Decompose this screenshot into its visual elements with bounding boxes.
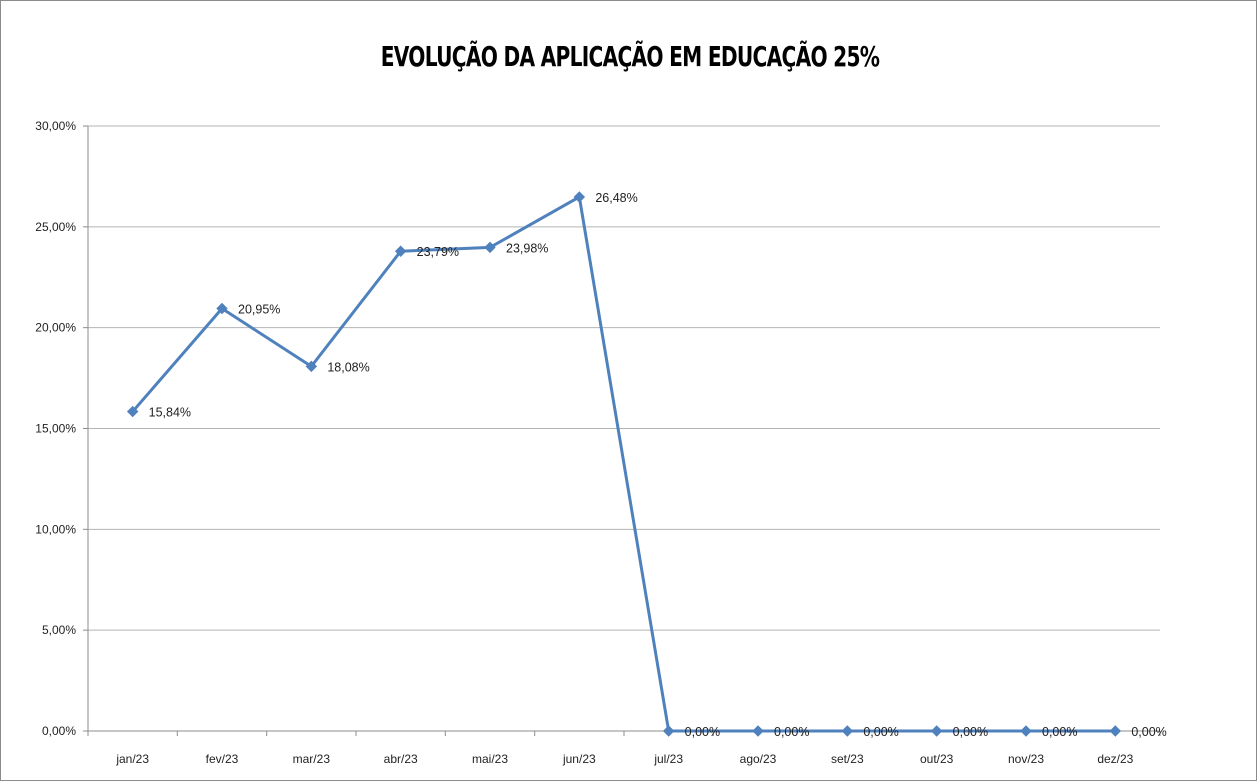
y-tick-label: 0,00% xyxy=(42,724,76,738)
data-point xyxy=(662,725,675,737)
y-tick-label: 5,00% xyxy=(42,623,76,637)
data-label: 0,00% xyxy=(863,725,898,739)
data-point xyxy=(394,245,407,257)
data-point xyxy=(930,725,943,737)
data-point xyxy=(752,725,764,737)
data-point xyxy=(841,725,854,737)
x-tick-label: out/23 xyxy=(920,752,954,766)
chart-title: EVOLUÇÃO DA APLICAÇÃO EM EDUCAÇÃO 25% xyxy=(380,40,880,73)
y-tick-label: 25,00% xyxy=(35,220,76,234)
x-tick-label: nov/23 xyxy=(1008,752,1044,766)
x-tick-label: mar/23 xyxy=(293,752,331,766)
data-label: 0,00% xyxy=(685,725,720,739)
data-label: 0,00% xyxy=(774,725,809,739)
data-label: 23,98% xyxy=(506,241,548,255)
x-tick-label: ago/23 xyxy=(740,752,777,766)
data-label: 18,08% xyxy=(327,360,369,374)
x-tick-label: set/23 xyxy=(831,752,864,766)
x-tick-label: jul/23 xyxy=(653,752,683,766)
data-label: 0,00% xyxy=(1042,725,1077,739)
data-point xyxy=(126,405,139,418)
x-tick-label: dez/23 xyxy=(1097,752,1133,766)
data-label: 26,48% xyxy=(595,191,637,205)
y-tick-label: 30,00% xyxy=(35,119,76,133)
data-label: 0,00% xyxy=(1131,725,1166,739)
x-tick-label: jan/23 xyxy=(115,752,149,766)
data-point xyxy=(484,241,496,254)
y-tick-label: 15,00% xyxy=(35,422,76,436)
data-point xyxy=(305,360,318,373)
data-point xyxy=(1020,725,1032,737)
x-tick-label: jun/23 xyxy=(562,752,596,766)
data-label: 23,79% xyxy=(417,245,459,259)
series-line xyxy=(131,195,1116,733)
y-tick-label: 20,00% xyxy=(35,321,76,335)
y-tick-label: 10,00% xyxy=(35,522,76,536)
data-label: 15,84% xyxy=(149,406,191,420)
x-tick-label: mai/23 xyxy=(472,752,508,766)
data-point xyxy=(1109,725,1122,737)
x-tick-label: fev/23 xyxy=(206,752,239,766)
data-point xyxy=(573,191,586,203)
x-tick-label: abr/23 xyxy=(384,752,418,766)
data-label: 20,95% xyxy=(238,303,280,317)
data-label: 0,00% xyxy=(953,725,988,739)
data-point xyxy=(216,302,228,315)
